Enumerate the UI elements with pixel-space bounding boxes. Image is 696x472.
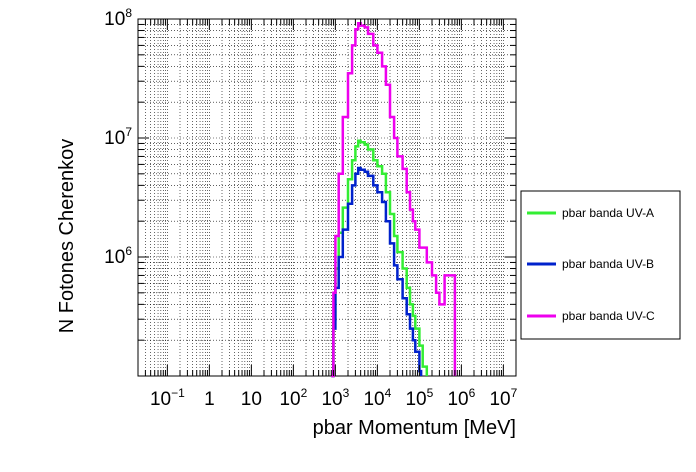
legend-label-uv-b: pbar banda UV-B: [562, 257, 654, 271]
series-line-pbar-banda-uv-a: [331, 139, 429, 378]
x-tick-label: 104: [363, 386, 391, 410]
y-tick-labels: 106 107 108: [104, 6, 132, 268]
x-tick-label: 10−1: [150, 386, 185, 410]
ticks: [137, 18, 517, 377]
x-axis-title: pbar Momentum [MeV]: [313, 417, 516, 439]
y-tick-label: 107: [104, 125, 132, 149]
legend-label-uv-a: pbar banda UV-A: [562, 206, 654, 220]
x-tick-labels: 10−1 1 10 102 103 104 105 106 107: [150, 386, 518, 410]
x-tick-label: 102: [279, 386, 307, 410]
legend-label-uv-c: pbar banda UV-C: [562, 309, 655, 323]
x-tick-label: 1: [204, 389, 215, 410]
legend: pbar banda UV-A pbar banda UV-B pbar ban…: [520, 190, 681, 340]
plot-frame: [137, 18, 517, 377]
y-axis-title: N Fotones Cherenkov: [56, 139, 78, 334]
series-group: [331, 22, 457, 378]
x-tick-label: 10: [241, 389, 262, 410]
y-tick-label: 108: [104, 6, 132, 30]
x-tick-label: 103: [321, 386, 349, 410]
x-tick-label: 105: [405, 386, 433, 410]
x-tick-label: 106: [447, 386, 475, 410]
grid: [137, 18, 517, 377]
series-line-pbar-banda-uv-b: [331, 166, 423, 378]
x-tick-label: 107: [489, 386, 517, 410]
series-line-pbar-banda-uv-c: [331, 22, 457, 378]
y-tick-label: 106: [104, 244, 132, 268]
